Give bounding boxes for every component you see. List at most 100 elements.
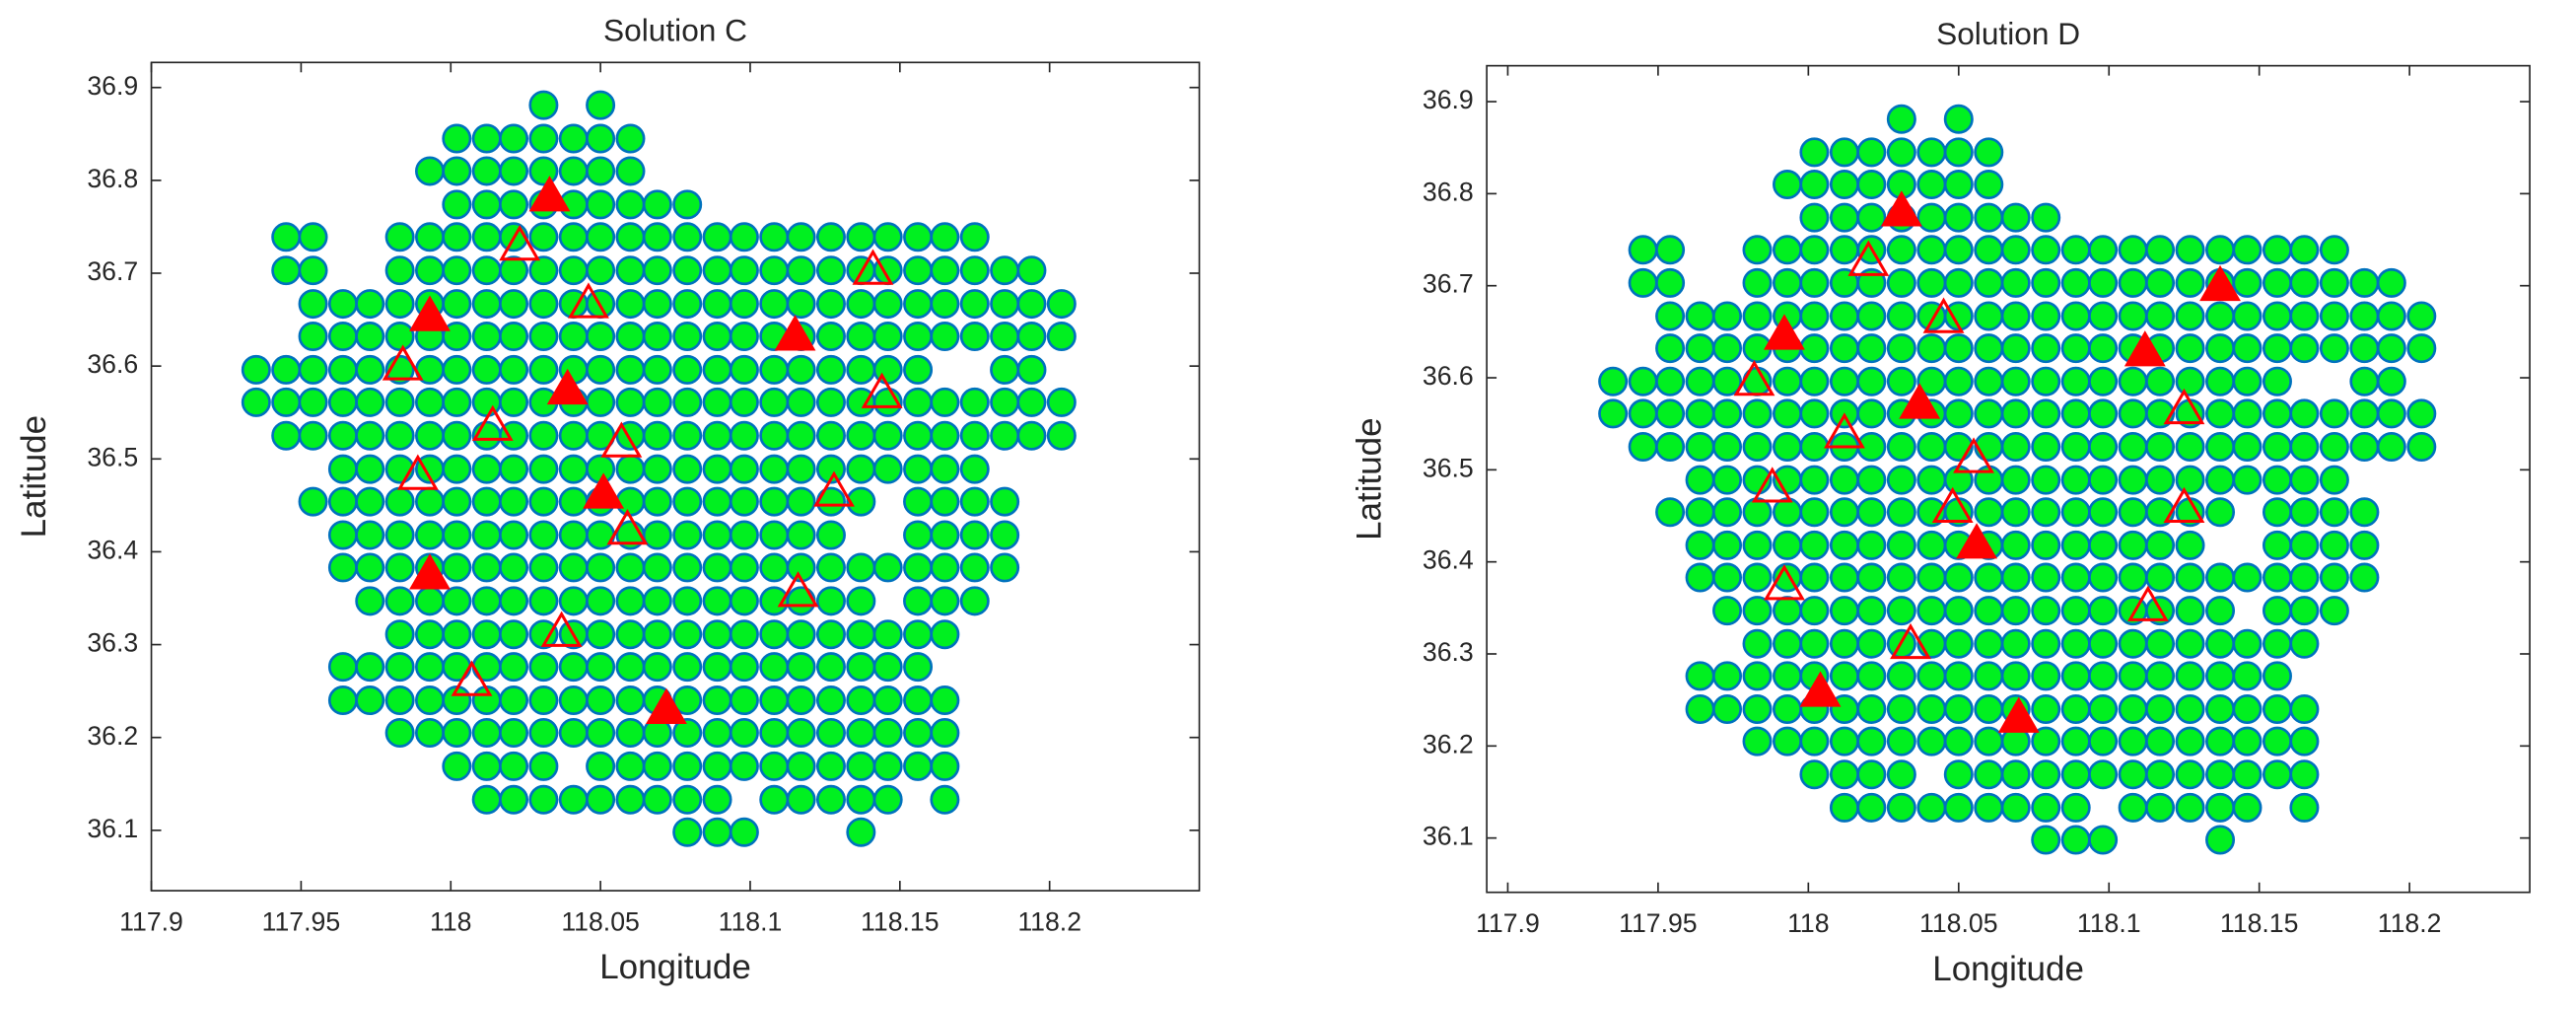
demand-point <box>1685 562 1715 593</box>
facility-open <box>382 344 424 381</box>
demand-point <box>2031 825 2061 855</box>
facility-open <box>499 224 541 261</box>
demand-point <box>846 354 876 385</box>
demand-point <box>1974 366 2004 396</box>
demand-point <box>442 255 472 286</box>
demand-point <box>586 751 616 781</box>
demand-point <box>2000 333 2031 364</box>
demand-point <box>759 387 790 417</box>
demand-point <box>442 354 472 385</box>
demand-point <box>846 420 876 451</box>
demand-point <box>1685 301 1715 331</box>
demand-point <box>298 387 328 417</box>
demand-point <box>384 586 415 616</box>
demand-point <box>384 718 415 748</box>
demand-point <box>384 420 415 451</box>
demand-point <box>1943 726 1974 757</box>
demand-point <box>2232 693 2263 724</box>
demand-point <box>241 387 271 417</box>
demand-point <box>2175 432 2205 463</box>
demand-point <box>2175 661 2205 691</box>
demand-point <box>2205 497 2236 528</box>
facility-open <box>1751 467 1793 503</box>
demand-point <box>759 222 790 252</box>
demand-point <box>499 289 529 320</box>
demand-point <box>672 718 703 748</box>
demand-point <box>930 486 960 517</box>
demand-point <box>642 454 672 484</box>
facility-open <box>813 470 855 507</box>
demand-point <box>1829 497 1859 528</box>
demand-point <box>872 322 903 352</box>
demand-point <box>2349 366 2380 396</box>
y-tick-label: 36.9 <box>87 71 138 101</box>
demand-point <box>1712 465 1743 495</box>
demand-point <box>2088 333 2119 364</box>
demand-point <box>759 354 790 385</box>
demand-point <box>327 322 358 352</box>
demand-point <box>1886 726 1916 757</box>
demand-point <box>2232 301 2263 331</box>
demand-point <box>471 189 502 220</box>
demand-point <box>2232 628 2263 659</box>
demand-point <box>786 486 816 517</box>
demand-point <box>2031 530 2061 560</box>
facility-filled <box>1880 190 1922 227</box>
demand-point <box>702 520 732 550</box>
demand-point <box>528 123 559 154</box>
demand-point <box>1943 104 1974 134</box>
demand-point <box>2289 792 2320 823</box>
demand-point <box>1829 530 1859 560</box>
demand-point <box>499 652 529 683</box>
demand-point <box>1943 202 1974 233</box>
demand-point <box>2262 333 2292 364</box>
demand-point <box>528 90 559 120</box>
demand-point <box>615 454 646 484</box>
y-tick-label: 36.3 <box>87 628 138 658</box>
demand-point <box>1773 170 1802 200</box>
demand-point <box>815 586 846 616</box>
demand-point <box>615 222 646 252</box>
x-axis-label: Longitude <box>1932 950 2084 988</box>
axes-box <box>150 61 1201 892</box>
demand-point <box>1886 530 1916 560</box>
demand-point <box>2118 432 2148 463</box>
demand-point <box>1974 301 2004 331</box>
facility-open <box>2126 585 2169 621</box>
demand-point <box>846 222 876 252</box>
demand-point <box>1943 596 1974 626</box>
demand-point <box>2232 465 2263 495</box>
demand-point <box>615 486 646 517</box>
demand-point <box>1773 398 1802 429</box>
demand-point <box>1046 387 1077 417</box>
demand-point <box>2031 693 2061 724</box>
demand-point <box>442 552 472 583</box>
demand-point <box>672 817 703 847</box>
demand-point <box>2289 267 2320 298</box>
demand-point <box>2289 530 2320 560</box>
demand-point <box>2376 432 2406 463</box>
demand-point <box>1856 137 1887 168</box>
demand-point <box>2031 333 2061 364</box>
demand-point <box>786 454 816 484</box>
demand-point <box>2145 301 2176 331</box>
axes-box <box>1486 64 2531 894</box>
demand-point <box>1886 301 1916 331</box>
demand-point <box>528 784 559 815</box>
demand-point <box>846 751 876 781</box>
demand-point <box>2175 596 2205 626</box>
demand-point <box>414 685 445 716</box>
demand-point <box>872 751 903 781</box>
demand-point <box>558 552 589 583</box>
demand-point <box>990 420 1020 451</box>
demand-point <box>702 255 732 286</box>
demand-point <box>1799 301 1830 331</box>
demand-point <box>2232 366 2263 396</box>
demand-point <box>2376 301 2406 331</box>
demand-point <box>327 486 358 517</box>
demand-point <box>1712 530 1743 560</box>
demand-point <box>815 255 846 286</box>
demand-point <box>1916 267 1947 298</box>
demand-point <box>1829 202 1859 233</box>
demand-point <box>414 255 445 286</box>
